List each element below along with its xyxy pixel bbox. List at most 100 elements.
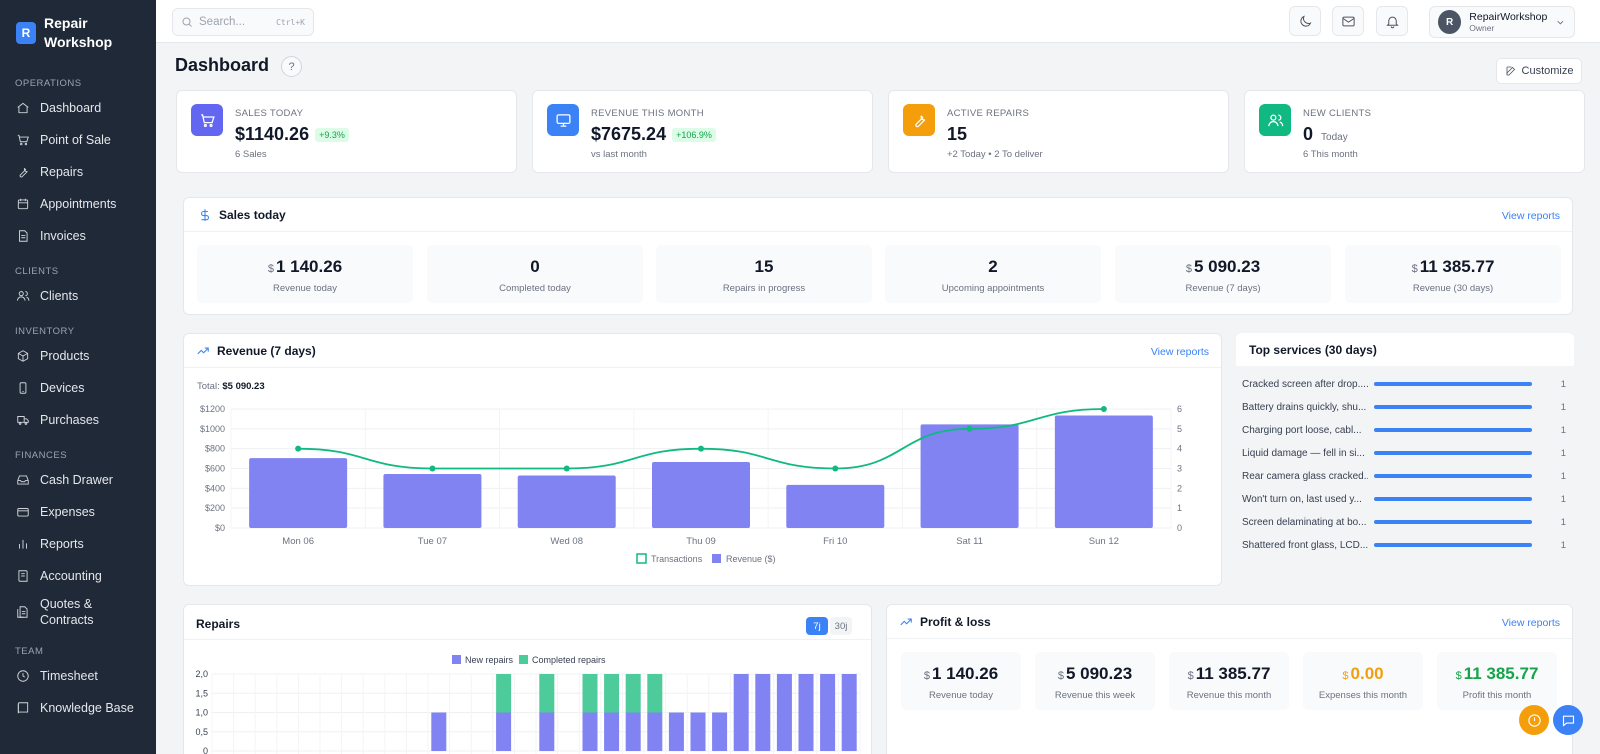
y-tick-left: $200 xyxy=(205,503,225,513)
dark-mode-button[interactable] xyxy=(1289,6,1321,36)
x-tick-label: Sun 12 xyxy=(1089,536,1119,547)
calendar-icon xyxy=(17,198,29,210)
customize-button[interactable]: Customize xyxy=(1496,58,1582,84)
stat-value-row: 0 Today xyxy=(1303,124,1348,145)
sidebar-item-products[interactable]: Products xyxy=(0,340,156,372)
service-bar xyxy=(1374,543,1532,547)
service-name: Battery drains quickly, shu... xyxy=(1242,401,1367,413)
transactions-point xyxy=(966,425,973,432)
box-icon xyxy=(17,350,29,362)
revenue-bar xyxy=(1054,415,1153,528)
sidebar-item-quotes-contracts[interactable]: Quotes & Contracts xyxy=(0,592,156,632)
sidebar-item-expenses[interactable]: Expenses xyxy=(0,496,156,528)
revenue-total: Total: $5 090.23 xyxy=(197,381,265,392)
divider xyxy=(184,639,871,640)
search-input[interactable]: Search... Ctrl+K xyxy=(172,8,314,36)
stat-card[interactable]: ACTIVE REPAIRS 15 +2 Today • 2 To delive… xyxy=(888,90,1229,173)
x-tick-label: Thu 09 xyxy=(686,536,716,547)
stat-card[interactable]: REVENUE THIS MONTH $7675.24 +106.9% vs la… xyxy=(532,90,873,173)
service-bar xyxy=(1374,497,1532,501)
sidebar-item-knowledge-base[interactable]: Knowledge Base xyxy=(0,692,156,724)
y-tick: 2,0 xyxy=(195,669,208,679)
revenue-view-reports-link[interactable]: View reports xyxy=(1150,346,1209,358)
stat-sub: vs last month xyxy=(591,149,647,160)
divider xyxy=(184,367,1221,368)
chat-fab[interactable] xyxy=(1553,705,1583,735)
sidebar-item-appointments[interactable]: Appointments xyxy=(0,188,156,220)
sales-today-view-reports-link[interactable]: View reports xyxy=(1501,210,1560,222)
range-button-30j[interactable]: 30j xyxy=(830,617,852,635)
kpi-tile: 0 Completed today xyxy=(427,245,643,303)
messages-button[interactable] xyxy=(1332,6,1364,36)
sidebar-item-cash-drawer[interactable]: Cash Drawer xyxy=(0,464,156,496)
service-count: 1 xyxy=(1560,539,1566,551)
kpi-currency: $ xyxy=(1342,670,1349,682)
stat-icon-box xyxy=(547,104,579,136)
transactions-point xyxy=(1100,406,1107,412)
x-tick-label: Sat 11 xyxy=(956,536,983,547)
sidebar-item-dashboard[interactable]: Dashboard xyxy=(0,92,156,124)
y-tick: 1,0 xyxy=(195,708,208,718)
kpi-tile: $11 385.77 Profit this month xyxy=(1437,652,1557,710)
y-tick-right: 5 xyxy=(1177,424,1182,434)
stat-value: $7675.24 xyxy=(591,124,667,144)
repairs-bar-segment xyxy=(841,674,857,751)
revenue-panel: Revenue (7 days) View reports Total: $5 … xyxy=(183,333,1222,586)
sidebar-item-label: Products xyxy=(40,349,90,363)
kpi-currency: $ xyxy=(923,670,930,682)
user-role: Owner xyxy=(1469,23,1495,33)
kpi-value: 11 385.77 xyxy=(1463,664,1539,683)
service-row: Shattered front glass, LCD... 1 xyxy=(1242,535,1568,555)
avatar: R xyxy=(1438,10,1462,34)
sidebar-item-devices[interactable]: Devices xyxy=(0,372,156,404)
service-row: Charging port loose, cabl... 1 xyxy=(1242,420,1568,440)
notifications-button[interactable] xyxy=(1376,6,1408,36)
stat-card[interactable]: NEW CLIENTS 0 Today 6 This month xyxy=(1244,90,1585,173)
legend-swatch xyxy=(519,655,528,664)
sidebar-item-label: Point of Sale xyxy=(40,133,111,147)
kpi-tile: $11 385.77 Revenue (30 days) xyxy=(1345,245,1561,303)
profit-loss-title-text: Profit & loss xyxy=(920,615,991,629)
home-icon xyxy=(17,102,29,114)
profit-loss-view-reports-link[interactable]: View reports xyxy=(1501,617,1560,629)
stat-value-row: 15 xyxy=(947,124,967,145)
sidebar-item-repairs[interactable]: Repairs xyxy=(0,156,156,188)
revenue-bar xyxy=(652,462,750,528)
x-tick-label: Fri 10 xyxy=(823,536,847,547)
top-services-title: Top services (30 days) xyxy=(1249,343,1377,357)
kpi-label: Expenses this month xyxy=(1318,690,1408,701)
user-menu[interactable]: R RepairWorkshop Owner xyxy=(1429,6,1575,38)
alert-fab[interactable] xyxy=(1519,705,1549,735)
kpi-value: 1 140.26 xyxy=(275,257,343,276)
sidebar-item-point-of-sale[interactable]: Point of Sale xyxy=(0,124,156,156)
sidebar-item-purchases[interactable]: Purchases xyxy=(0,404,156,436)
repairs-bar-segment xyxy=(690,712,706,751)
sidebar-item-clients[interactable]: Clients xyxy=(0,280,156,312)
repairs-bar-segment xyxy=(798,674,814,751)
truck-icon xyxy=(17,416,29,425)
sidebar-item-reports[interactable]: Reports xyxy=(0,528,156,560)
trending-up-icon xyxy=(197,347,209,355)
range-button-7j[interactable]: 7j xyxy=(806,617,828,635)
sidebar-item-invoices[interactable]: Invoices xyxy=(0,220,156,252)
kpi-value-row: $11 385.77 xyxy=(1169,664,1289,684)
repairs-bar-segment xyxy=(582,674,598,713)
sidebar-item-timesheet[interactable]: Timesheet xyxy=(0,660,156,692)
sidebar-item-accounting[interactable]: Accounting xyxy=(0,560,156,592)
brand[interactable]: R Repair Workshop xyxy=(0,0,156,66)
help-button[interactable]: ? xyxy=(281,56,302,77)
kpi-label: Revenue (7 days) xyxy=(1185,283,1261,294)
y-tick-left: $1000 xyxy=(200,424,225,434)
service-name: Rear camera glass cracked... xyxy=(1242,470,1368,482)
stat-card[interactable]: SALES TODAY $1140.26 +9.3% 6 Sales xyxy=(176,90,517,173)
kpi-value: 0 xyxy=(530,257,540,276)
legend-label: Transactions xyxy=(651,554,703,564)
x-tick-label: Mon 06 xyxy=(282,536,314,547)
repairs-bar-segment xyxy=(604,674,620,713)
topbar: Search... Ctrl+K R RepairWorkshop Owner xyxy=(156,0,1600,43)
legend-label: Revenue ($) xyxy=(726,554,776,564)
legend-swatch xyxy=(452,655,461,664)
repairs-bar-segment xyxy=(496,674,512,713)
stat-value-row: $7675.24 +106.9% xyxy=(591,124,716,145)
monitor-icon xyxy=(555,113,571,127)
